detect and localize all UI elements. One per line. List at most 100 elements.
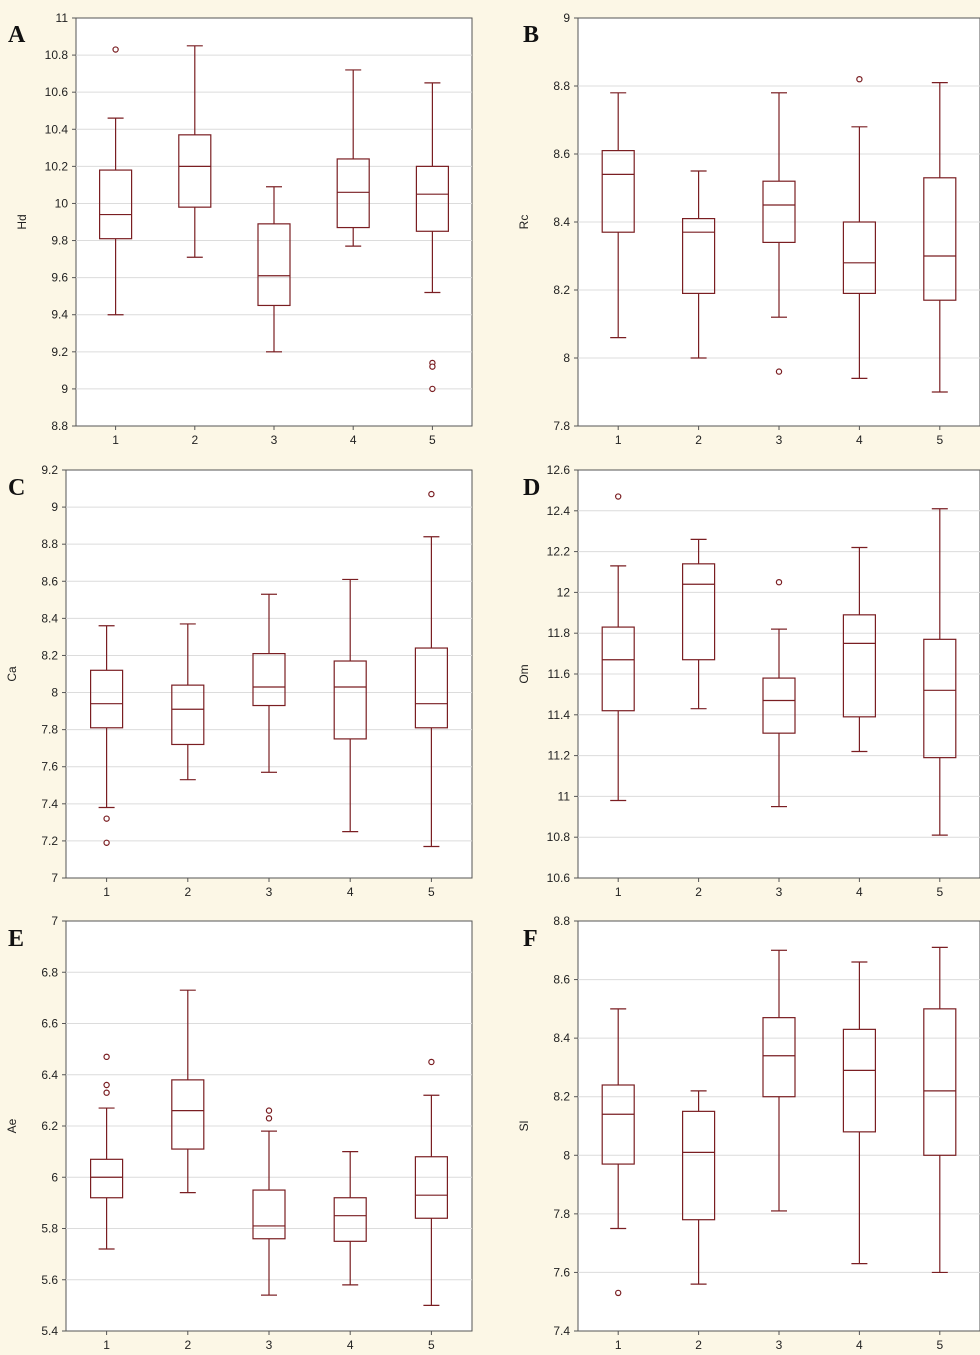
box-group-2 (681, 538, 716, 710)
y-tick-label: 10.8 (547, 830, 571, 844)
panel-letter: A (8, 22, 26, 48)
panel-letter: C (8, 475, 25, 501)
x-tick-label: 5 (428, 885, 435, 899)
y-tick-label: 7.8 (41, 723, 58, 737)
chart-panel-d: D10.610.81111.211.411.611.81212.212.412.… (517, 463, 980, 899)
y-tick-label: 7.2 (41, 834, 58, 848)
chart-panel-c: C 7 7.2 7.4 7.6 7.8 8 8.2 8.4 8.6 8.8 9 9.2 1 2 3 4 5 Ca (5, 463, 473, 899)
x-tick-label: 1 (103, 1338, 110, 1352)
box (414, 647, 448, 729)
y-tick-label: 9 (563, 11, 570, 25)
box-group-5 (414, 490, 448, 848)
outlier-point (103, 1081, 110, 1089)
box-group-5 (923, 81, 957, 393)
box-group-4 (333, 578, 367, 833)
box (89, 1158, 124, 1199)
chart-panel-e: E 5.4 5.6 5.8 6 6.2 6.4 6.6 6.8 7 1 2 3 4 5 Ae (5, 914, 473, 1352)
box-group-4 (842, 75, 877, 379)
outlier-point (615, 493, 622, 500)
box-group-5 (415, 82, 449, 393)
x-tick-label: 2 (695, 1338, 702, 1352)
x-tick-label: 4 (856, 885, 863, 899)
x-tick-label: 4 (347, 885, 354, 899)
x-tick-label: 5 (428, 1338, 435, 1352)
box (923, 177, 957, 301)
x-tick-label: 4 (856, 1338, 863, 1352)
x-tick-label: 3 (776, 885, 783, 899)
y-tick-label: 11.2 (548, 749, 571, 763)
panel-letter: F (523, 926, 538, 952)
y-tick-label: 5.4 (41, 1324, 58, 1338)
box-group-1 (89, 1053, 124, 1250)
box-group-4 (842, 546, 877, 753)
y-tick-label: 11 (56, 11, 69, 25)
box (681, 218, 716, 295)
outlier-point (103, 839, 110, 846)
x-tick-label: 1 (112, 433, 119, 447)
y-tick-label: 9.4 (51, 308, 68, 322)
x-tick-label: 5 (936, 1338, 943, 1352)
box (923, 638, 957, 759)
x-tick-label: 4 (856, 433, 863, 447)
y-tick-label: 10.8 (45, 48, 69, 62)
y-tick-label: 8.8 (553, 79, 570, 93)
outlier-point (775, 368, 783, 375)
plot-area (65, 469, 473, 879)
y-tick-label: 9.2 (41, 463, 58, 477)
outlier-point (615, 1289, 622, 1297)
box-group-2 (171, 989, 205, 1194)
panel-letter: E (8, 926, 24, 952)
y-tick-label: 7.4 (553, 1324, 570, 1338)
x-tick-label: 5 (429, 433, 436, 447)
y-tick-label: 7.8 (553, 1207, 570, 1221)
y-tick-label: 12.4 (547, 504, 571, 518)
box (333, 660, 367, 740)
box (98, 169, 133, 240)
box-group-4 (333, 1151, 367, 1286)
y-tick-label: 5.8 (41, 1222, 58, 1236)
y-tick-label: 6.6 (41, 1017, 58, 1031)
box (257, 223, 291, 307)
outlier-point (429, 363, 436, 370)
box-group-1 (601, 92, 635, 339)
y-tick-label: 8.4 (553, 1031, 570, 1045)
y-tick-label: 10.6 (547, 871, 571, 885)
y-tick-label: 7.4 (41, 797, 58, 811)
y-tick-label: 8 (563, 1148, 570, 1162)
y-tick-label: 12.6 (547, 463, 571, 477)
y-tick-label: 11 (558, 789, 571, 803)
y-tick-label: 8.8 (41, 537, 58, 551)
x-tick-label: 5 (936, 433, 943, 447)
outlier-point (103, 815, 110, 822)
x-tick-label: 1 (615, 433, 622, 447)
y-tick-label: 11.8 (548, 626, 571, 640)
x-tick-label: 2 (695, 433, 702, 447)
outlier-point (265, 1107, 273, 1114)
outlier-point (428, 490, 435, 498)
box (842, 1028, 877, 1133)
outlier-point (429, 385, 436, 393)
box-group-5 (923, 946, 957, 1274)
panel-letter: B (523, 22, 539, 48)
box (336, 158, 370, 229)
x-tick-label: 2 (695, 885, 702, 899)
y-axis-label: Om (517, 664, 531, 683)
y-axis-label: Rc (517, 215, 531, 230)
x-tick-label: 5 (936, 885, 943, 899)
chart-panel-f: F 7.4 7.6 7.8 8 8.2 8.4 8.6 8.8 1 2 3 4 5 Sl (517, 914, 980, 1352)
box (415, 165, 449, 232)
x-tick-label: 3 (776, 1338, 783, 1352)
box (762, 1017, 796, 1098)
y-tick-label: 10.2 (45, 159, 69, 173)
x-tick-label: 2 (191, 433, 198, 447)
y-tick-label: 8.6 (553, 147, 570, 161)
box (333, 1197, 367, 1242)
box (414, 1156, 448, 1219)
box (601, 1084, 635, 1165)
box (762, 677, 796, 734)
box-group-3 (762, 949, 796, 1212)
outlier-point (103, 1089, 110, 1096)
box-group-2 (171, 623, 205, 781)
